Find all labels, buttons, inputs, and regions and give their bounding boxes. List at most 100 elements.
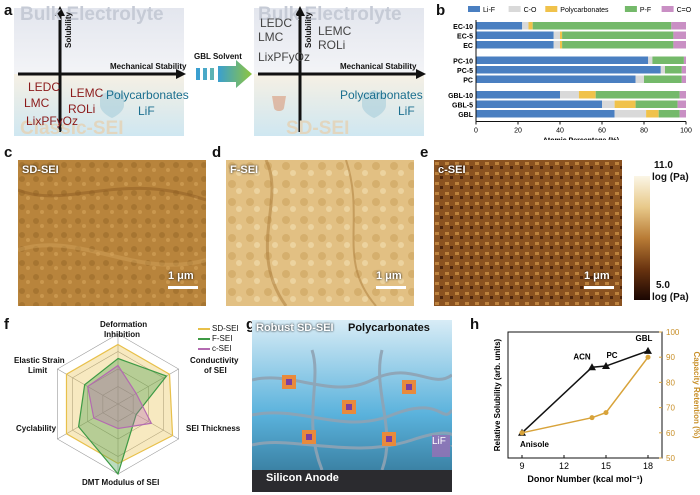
left-solubility-axis: Solubility bbox=[64, 12, 73, 48]
bar-segment bbox=[476, 41, 554, 49]
bar-segment bbox=[660, 66, 665, 74]
radar-series-c-SEI bbox=[87, 364, 153, 430]
bar-segment bbox=[614, 100, 636, 108]
scale-label-c: 1 μm bbox=[168, 270, 194, 282]
bar-segment bbox=[602, 100, 615, 108]
radar-spoke bbox=[117, 403, 179, 440]
bar-segment bbox=[476, 22, 523, 30]
left-lemc: LEMC bbox=[70, 86, 104, 100]
radar-axis-of-sei: of SEI bbox=[204, 366, 227, 375]
panel-a-diagram bbox=[14, 6, 426, 136]
line-y2-tick-label: 50 bbox=[666, 454, 675, 463]
radar-spoke bbox=[117, 368, 179, 405]
left-classic-title: Classic-SEI bbox=[20, 118, 124, 139]
afm-image-sd-sei: SD-SEI 1 μm bbox=[18, 160, 206, 306]
panel-c-label: c bbox=[4, 144, 13, 161]
capacity-line bbox=[521, 356, 649, 434]
radar-axis-limit: Limit bbox=[28, 366, 48, 375]
bar-x-tick-label: 0 bbox=[474, 128, 478, 135]
sei-structure-illustration: Robust SD-SEI Polycarbonates LiF Silicon… bbox=[252, 320, 452, 492]
bar-segment bbox=[522, 22, 529, 30]
radar-axis-thickness: SEI Thickness bbox=[186, 424, 241, 433]
line-point-label-anisole: Anisole bbox=[520, 440, 549, 449]
bar-category-label: GBL-10 bbox=[448, 93, 473, 100]
radar-axis-dmt: DMT Modulus of SEI bbox=[82, 478, 160, 487]
bar-category-label: PC bbox=[463, 78, 473, 85]
radar-axis-cyclability: Cyclability bbox=[16, 424, 57, 433]
bar-x-tick-label: 60 bbox=[598, 128, 606, 135]
panel-d-label: d bbox=[212, 144, 222, 161]
solubility-point bbox=[644, 346, 652, 354]
bar-segment bbox=[644, 75, 682, 83]
bar-segment bbox=[679, 91, 686, 99]
bar-segment bbox=[658, 110, 680, 118]
afm-tag-f-sei: F-SEI bbox=[230, 164, 259, 176]
bar-segment bbox=[578, 91, 596, 99]
line-y2-axis-title: Capacity Retention (%) bbox=[692, 351, 700, 438]
bar-segment bbox=[677, 100, 686, 108]
right-lipfo: LixPFyOz bbox=[258, 50, 311, 64]
bar-segment bbox=[648, 56, 653, 64]
afm-image-c-sei: c-SEI 1 μm bbox=[434, 160, 622, 306]
lif-label: LiF bbox=[432, 436, 446, 447]
polycarbonates-label: Polycarbonates bbox=[348, 322, 430, 334]
bar-segment bbox=[595, 91, 680, 99]
right-solubility-axis: Solubility bbox=[304, 12, 313, 48]
radar-legend-c: c-SEI bbox=[198, 344, 232, 353]
bar-segment bbox=[532, 22, 672, 30]
left-ledc: LEDC bbox=[28, 80, 61, 94]
legend-swatch-1 bbox=[508, 6, 521, 12]
bar-category-label: PC-10 bbox=[453, 59, 473, 66]
robust-sd-sei-label: Robust SD-SEI bbox=[256, 322, 334, 334]
right-bulk-title: Bulk Electrolyte bbox=[258, 4, 402, 25]
bar-segment bbox=[476, 110, 615, 118]
bar-category-label: EC bbox=[463, 43, 473, 50]
line-plot-frame bbox=[507, 331, 663, 459]
panel-b-bar-chart: Li-F C-O Polycarbonates P-F C=O EC-10 EC-5 EC PC… bbox=[448, 6, 692, 140]
bar-segment bbox=[562, 41, 674, 49]
solubility-line bbox=[521, 350, 649, 434]
left-bulk-title: Bulk Electrolyte bbox=[20, 4, 164, 25]
bar-category-label: GBL bbox=[458, 112, 474, 119]
bar-segment bbox=[476, 31, 554, 39]
bar-category-label: GBL-5 bbox=[452, 103, 473, 110]
line-x-tick-label: 9 bbox=[519, 461, 524, 471]
line-y2-tick-label: 100 bbox=[666, 328, 680, 337]
bar-x-tick-label: 100 bbox=[680, 128, 692, 135]
radar-legend-f: F-SEI bbox=[198, 334, 232, 343]
bar-category-label: EC-5 bbox=[457, 34, 473, 41]
line-y2-tick-label: 70 bbox=[666, 404, 675, 413]
legend-swatch-2 bbox=[545, 6, 558, 12]
right-lif: LiF bbox=[398, 104, 415, 118]
bar-segment bbox=[673, 41, 686, 49]
left-roli: ROLi bbox=[68, 102, 96, 116]
left-polycarbonates: Polycarbonates bbox=[106, 88, 189, 102]
panel-a-label: a bbox=[4, 2, 13, 19]
colorbar-top-unit: log (Pa) bbox=[652, 172, 689, 183]
bar-segment bbox=[635, 75, 644, 83]
right-lemc: LEMC bbox=[318, 24, 352, 38]
bar-segment bbox=[635, 100, 678, 108]
gbl-solvent-label: GBL Solvent bbox=[194, 52, 242, 61]
left-lmc: LMC bbox=[24, 96, 50, 110]
legend-label-2: Polycarbonates bbox=[560, 7, 609, 14]
capacity-point bbox=[589, 415, 595, 421]
legend-label-4: C=O bbox=[677, 7, 692, 14]
line-x-tick-label: 12 bbox=[559, 461, 569, 471]
line-point-label-pc: PC bbox=[606, 351, 617, 360]
radar-axis-conductivity: Conductivity bbox=[190, 356, 239, 365]
line-x-axis-title: Donor Number (kcal mol⁻¹) bbox=[527, 474, 642, 484]
scale-label-d: 1 μm bbox=[376, 270, 402, 282]
afm-image-f-sei: F-SEI 1 μm bbox=[226, 160, 414, 306]
colorbar-top-value: 11.0 bbox=[654, 160, 673, 171]
bar-segment bbox=[553, 31, 560, 39]
legend-label-0: Li-F bbox=[483, 7, 495, 14]
bar-x-tick-label: 40 bbox=[556, 128, 564, 135]
left-mech-axis: Mechanical Stability bbox=[110, 62, 187, 71]
bar-segment bbox=[476, 75, 636, 83]
line-x-tick-label: 18 bbox=[643, 461, 653, 471]
scale-bar-c bbox=[168, 286, 198, 289]
legend-label-3: P-F bbox=[640, 7, 651, 14]
colorbar-bottom-value: 5.0 bbox=[656, 280, 670, 291]
right-mech-axis: Mechanical Stability bbox=[340, 62, 417, 71]
